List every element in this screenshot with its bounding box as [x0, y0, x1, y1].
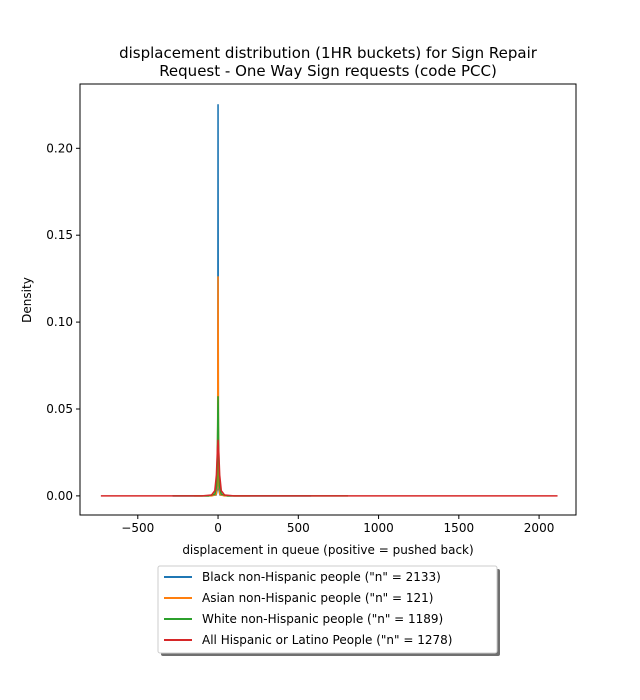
x-tick-label: 1000: [363, 521, 394, 535]
x-tick-label: 0: [214, 521, 222, 535]
x-axis-ticks: −500 0 500 1000 1500 2000: [121, 515, 554, 535]
chart-title-line-1: displacement distribution (1HR buckets) …: [119, 44, 538, 62]
plot-frame: [79, 83, 577, 516]
legend-label: White non-Hispanic people ("n" = 1189): [202, 612, 443, 626]
legend: Black non-Hispanic people ("n" = 2133) As…: [157, 565, 500, 656]
series-lines: [100, 104, 558, 497]
plot-area: −500 0 500 1000 1500 2000 0.00 0.05 0.10 0.15 0.2…: [46, 83, 577, 535]
series-line-4: [100, 439, 558, 497]
x-tick-label: 500: [287, 521, 310, 535]
y-axis-label: Density: [20, 277, 34, 323]
legend-label: Black non-Hispanic people ("n" = 2133): [202, 570, 441, 584]
chart-title-line-2: Request - One Way Sign requests (code PC…: [159, 62, 497, 80]
y-axis-ticks: 0.00 0.05 0.10 0.15 0.20: [46, 141, 80, 503]
x-axis-label: displacement in queue (positive = pushed…: [182, 543, 473, 557]
legend-box: [157, 565, 498, 654]
series-line-2: [193, 276, 251, 497]
y-tick-label: 0.20: [46, 141, 73, 155]
x-tick-label: 1500: [444, 521, 475, 535]
y-tick-label: 0.10: [46, 315, 73, 329]
x-tick-label: 2000: [524, 521, 555, 535]
legend-label: All Hispanic or Latino People ("n" = 127…: [202, 633, 452, 647]
y-tick-label: 0.15: [46, 228, 73, 242]
y-tick-label: 0.00: [46, 489, 73, 503]
plot-background: [80, 84, 576, 515]
legend-entries: Black non-Hispanic people ("n" = 2133) As…: [164, 570, 452, 647]
x-tick-label: −500: [121, 521, 154, 535]
y-tick-label: 0.05: [46, 402, 73, 416]
legend-label: Asian non-Hispanic people ("n" = 121): [202, 591, 433, 605]
